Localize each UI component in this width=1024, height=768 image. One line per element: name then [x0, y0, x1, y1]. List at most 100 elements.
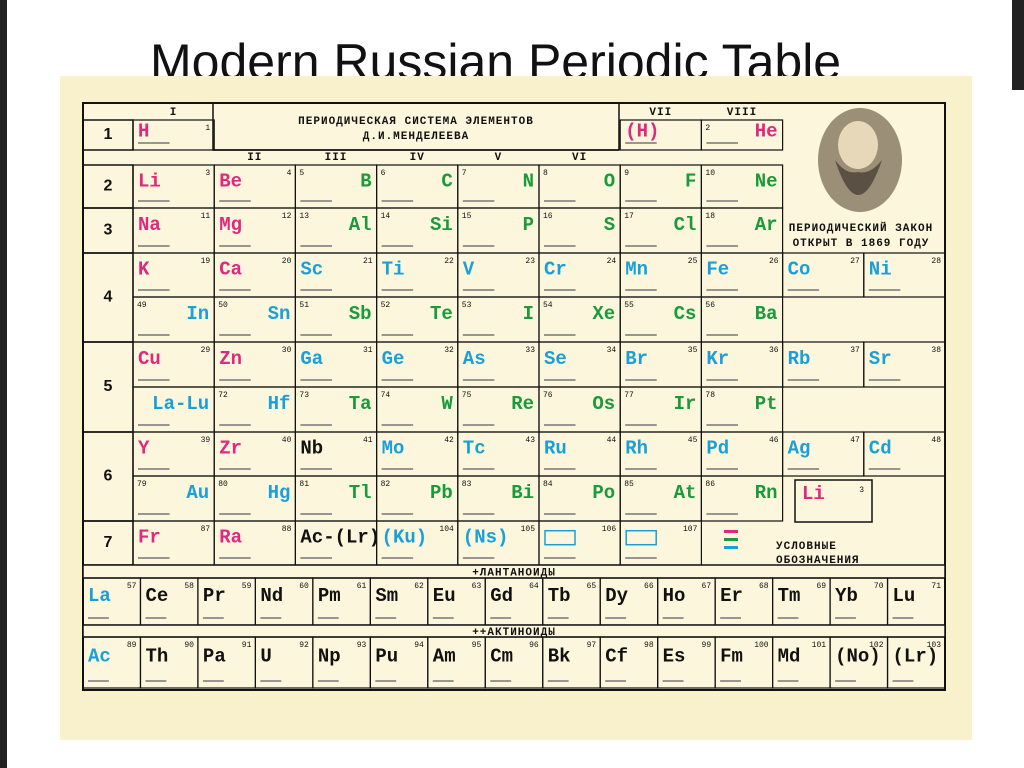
period-label: 3: [104, 222, 113, 239]
element-symbol: Pd: [706, 438, 729, 460]
element-number: 53: [462, 301, 472, 310]
element-symbol: Ru: [544, 438, 567, 460]
element-symbol: Ac-(Lr): [300, 527, 380, 549]
element-number: 54: [543, 301, 553, 310]
element-symbol: Ar: [755, 214, 778, 236]
element-number: 89: [127, 641, 137, 650]
element-symbol: Ac: [88, 645, 111, 667]
element-number: 77: [624, 391, 634, 400]
element-number: 8: [543, 169, 548, 178]
element-symbol: Ta: [349, 393, 372, 415]
element-symbol: Cl: [674, 214, 697, 236]
element-symbol: Be: [219, 170, 242, 192]
element-symbol: Cu: [138, 348, 161, 370]
element-number: 84: [543, 480, 553, 489]
element-number: 70: [874, 582, 884, 591]
element-symbol: In: [186, 303, 209, 325]
element-symbol: Pm: [318, 585, 341, 607]
element-symbol: Te: [430, 303, 453, 325]
element-number: 50: [218, 301, 228, 310]
element-symbol: V: [463, 259, 475, 281]
element-symbol: Pb: [430, 482, 453, 504]
legend-label: ОБОЗНАЧЕНИЯ: [776, 555, 860, 567]
element-symbol: Hf: [268, 393, 291, 415]
element-number: 76: [543, 391, 553, 400]
element-symbol: Cr: [544, 259, 567, 281]
element-symbol: C: [441, 170, 452, 192]
element-symbol: Li: [138, 170, 161, 192]
element-number: 34: [607, 346, 617, 355]
legend-sample-symbol: Li: [802, 483, 825, 505]
element-number: 61: [357, 582, 367, 591]
portrait-beard: [835, 160, 882, 195]
element-cell: [700, 475, 784, 522]
element-symbol: Hg: [268, 482, 291, 504]
element-symbol: He: [755, 120, 778, 142]
element-number: 52: [381, 301, 391, 310]
element-symbol: (Ns): [463, 527, 509, 549]
element-symbol: (H): [625, 120, 659, 142]
element-number: 58: [184, 582, 194, 591]
period-label: 4: [104, 289, 113, 306]
element-number: 18: [705, 212, 715, 221]
element-symbol: Tm: [778, 585, 801, 607]
element-cell: [863, 431, 946, 477]
element-symbol: F: [685, 170, 696, 192]
portrait-face: [838, 121, 878, 169]
element-symbol: Np: [318, 645, 341, 667]
element-symbol: O: [604, 170, 615, 192]
group-label: IV: [410, 152, 425, 164]
element-symbol: (No): [835, 645, 881, 667]
element-symbol: Es: [663, 645, 686, 667]
legend-sample-box: [794, 479, 873, 523]
element-symbol: Fm: [720, 645, 743, 667]
element-number: 51: [299, 301, 309, 310]
element-symbol: Au: [186, 482, 209, 504]
element-symbol: Sb: [349, 303, 372, 325]
table-heading: ПЕРИОДИЧЕСКАЯ СИСТЕМА ЭЛЕМЕНТОВ: [298, 116, 534, 128]
element-number: 85: [624, 480, 634, 489]
element-symbol: Rb: [788, 348, 811, 370]
legend-swatch: [724, 546, 738, 549]
element-number: 102: [869, 641, 884, 650]
element-number: 72: [218, 391, 228, 400]
element-symbol: Ca: [219, 259, 242, 281]
element-symbol: Rn: [755, 482, 778, 504]
period-label: 1: [104, 126, 113, 143]
group-label: VI: [572, 152, 587, 164]
element-symbol: Md: [778, 645, 801, 667]
element-number: 35: [688, 346, 698, 355]
element-cell: [863, 252, 946, 298]
element-cell: [700, 119, 784, 151]
slide-edge: [0, 0, 7, 768]
element-number: 101: [812, 641, 827, 650]
group-label: II: [247, 152, 262, 164]
element-number: 104: [439, 525, 454, 534]
element-symbol: Y: [138, 438, 150, 460]
element-symbol: H: [138, 120, 149, 142]
element-symbol: Pu: [375, 645, 398, 667]
element-symbol: Ni: [869, 259, 892, 281]
element-number: 49: [137, 301, 147, 310]
element-number: 5: [299, 169, 304, 178]
element-number: 2: [705, 124, 710, 133]
element-symbol: Pr: [203, 585, 226, 607]
element-number: 107: [683, 525, 698, 534]
element-number: 24: [607, 257, 617, 266]
element-number: 31: [363, 346, 373, 355]
element-symbol: U: [260, 645, 271, 667]
element-number: 62: [414, 582, 424, 591]
group-label: VIII: [727, 107, 757, 119]
element-placeholder: [625, 529, 657, 546]
element-symbol: Bk: [548, 645, 571, 667]
element-symbol: Mg: [219, 214, 242, 236]
element-cell: [863, 341, 946, 388]
element-symbol: Os: [592, 393, 615, 415]
element-symbol: Sm: [375, 585, 398, 607]
element-number: 56: [705, 301, 715, 310]
element-placeholder: [544, 529, 576, 546]
legend-label: УСЛОВНЫЕ: [776, 541, 837, 553]
element-symbol: Eu: [433, 585, 456, 607]
element-number: 21: [363, 257, 373, 266]
